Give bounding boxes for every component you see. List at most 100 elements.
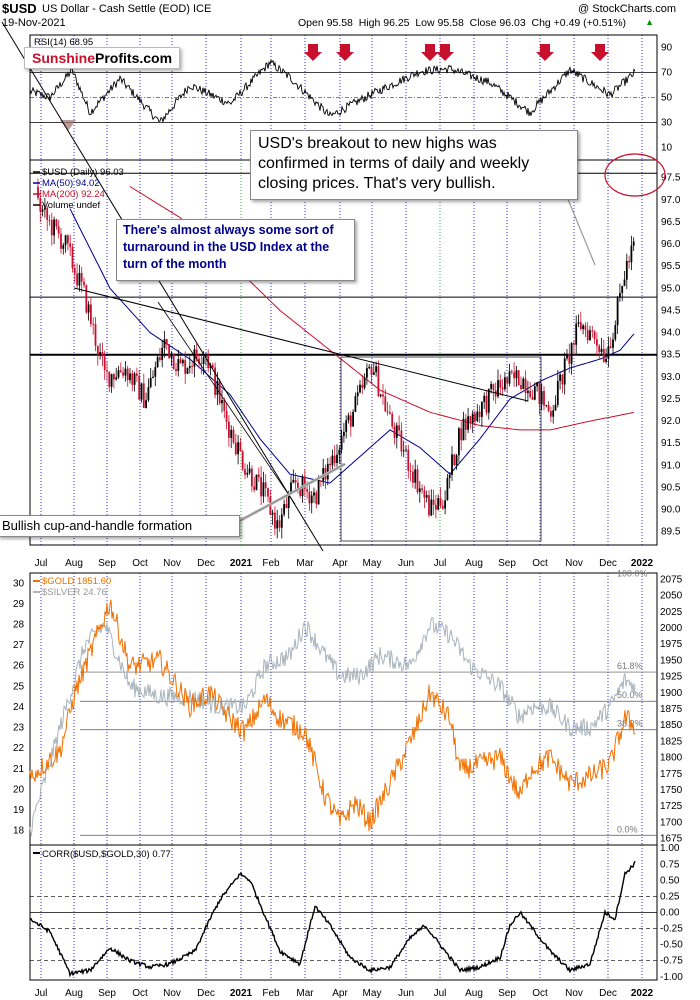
usd-candle <box>423 490 426 498</box>
usd-candle <box>527 390 529 394</box>
x-tick-label: Sep <box>98 988 116 999</box>
silver-tick-label: 27 <box>13 640 25 651</box>
usd-candle <box>407 449 410 471</box>
usd-candle <box>131 373 134 385</box>
usd-candle <box>37 186 39 199</box>
fib-level-label: 100.0% <box>617 568 648 578</box>
rsi-tick-label: 10 <box>661 143 673 154</box>
usd-candle <box>414 469 417 483</box>
usd-candle <box>605 358 607 362</box>
usd-legend-entry: Volume undef <box>42 200 100 211</box>
usd-candle <box>87 304 90 313</box>
usd-candle <box>232 429 235 443</box>
symbol-name: US Dollar - Cash Settle (EOD) ICE <box>42 3 212 15</box>
usd-candle <box>264 482 267 489</box>
usd-candle <box>290 482 292 494</box>
trendline-support <box>157 301 296 505</box>
usd-tick-label: 95.5 <box>661 261 681 272</box>
usd-candle <box>554 404 557 411</box>
usd-candle <box>402 450 405 452</box>
gold-line <box>29 599 636 832</box>
x-tick-label: Jul <box>35 558 48 569</box>
usd-candle <box>529 390 532 398</box>
usd-candle <box>133 373 136 385</box>
usd-candle <box>195 349 198 359</box>
usd-candle <box>361 384 364 388</box>
usd-candle <box>370 366 373 375</box>
gold-tick-label: 1750 <box>660 785 683 796</box>
usd-candle <box>90 304 92 324</box>
usd-candle <box>559 374 561 381</box>
logo-part-profits: Profits.com <box>95 50 173 66</box>
gold-tick-label: 1825 <box>660 736 683 747</box>
x-tick-label: Oct <box>132 558 148 569</box>
gold-tick-label: 1725 <box>660 801 683 812</box>
usd-tick-label: 97.0 <box>661 195 681 206</box>
usd-candle <box>320 480 322 482</box>
usd-candle <box>446 477 449 501</box>
usd-legend-entry: $USD (Daily) 96.03 <box>42 167 124 178</box>
x-tick-label: Sep <box>498 988 516 999</box>
annotation-turnaround: There's almost always some sort of turna… <box>116 219 355 281</box>
usd-candle <box>612 339 614 348</box>
annotation-cup-handle: Bullish cup-and-handle formation <box>0 515 240 537</box>
usd-tick-label: 94.5 <box>661 305 681 316</box>
usd-candle <box>363 377 366 388</box>
x-tick-label: Apr <box>332 558 348 569</box>
usd-candle <box>531 397 534 400</box>
usd-candle <box>152 376 154 378</box>
usd-candle <box>156 357 159 368</box>
usd-legend-entry: MA(200) 92.24 <box>42 189 105 200</box>
rsi-tick-label: 50 <box>661 93 673 104</box>
usd-candle <box>234 442 237 455</box>
x-tick-label: 2021 <box>230 988 253 999</box>
usd-candle <box>221 400 223 404</box>
usd-candle <box>280 514 283 528</box>
usd-tick-label: 92.0 <box>661 416 681 427</box>
gold-tick-label: 2075 <box>660 574 683 585</box>
usd-candle <box>616 297 619 326</box>
usd-candle <box>437 498 440 510</box>
usd-candle <box>607 346 610 359</box>
silver-tick-label: 19 <box>13 805 25 816</box>
usd-candle <box>391 413 394 427</box>
corr-tick-label: -0.25 <box>660 924 683 935</box>
usd-candle <box>122 372 124 376</box>
usd-candle <box>103 356 106 371</box>
usd-candle <box>600 348 603 353</box>
usd-candle <box>467 416 469 430</box>
usd-candle <box>506 377 509 384</box>
rsi-legend: RSI(14) 68.95 <box>34 37 93 48</box>
red-arrow-icon <box>421 44 439 61</box>
usd-candle <box>552 410 555 417</box>
usd-candle <box>517 370 520 386</box>
annotation-breakout: USD's breakout to new highs was confirme… <box>250 130 578 200</box>
usd-tick-label: 90.0 <box>661 505 681 516</box>
usd-candle <box>347 415 350 421</box>
usd-candle <box>108 371 111 387</box>
usd-candle <box>106 370 108 372</box>
x-tick-label: Jul <box>434 988 447 999</box>
usd-candle <box>113 374 115 380</box>
watermark: @ StockCharts.com <box>578 3 676 15</box>
usd-candle <box>292 479 295 483</box>
x-tick-label: Aug <box>65 558 83 569</box>
x-tick-label: Dec <box>197 988 215 999</box>
gold-legend: $GOLD 1851.60 <box>42 576 111 587</box>
x-tick-label: Aug <box>465 988 483 999</box>
usd-candle <box>138 375 141 400</box>
usd-candle <box>55 219 58 227</box>
usd-candle <box>598 345 601 353</box>
usd-candle <box>444 500 446 509</box>
silver-tick-label: 30 <box>13 578 25 589</box>
silver-tick-label: 22 <box>13 743 25 754</box>
usd-candle <box>501 387 504 390</box>
usd-candle <box>432 499 435 505</box>
usd-candle <box>460 428 463 441</box>
silver-tick-label: 20 <box>13 784 25 795</box>
usd-candle <box>499 380 502 388</box>
rsi-oversold-shade <box>60 120 76 131</box>
usd-candle <box>487 388 490 413</box>
silver-tick-label: 26 <box>13 661 25 672</box>
